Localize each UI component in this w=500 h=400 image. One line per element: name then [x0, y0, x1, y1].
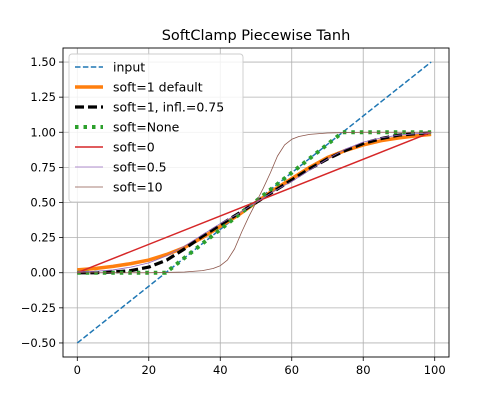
- x-tick-label: 40: [213, 363, 228, 377]
- legend-label: soft=0.5: [113, 160, 167, 175]
- y-tick-label: 1.25: [30, 90, 56, 104]
- legend-label: soft=0: [113, 140, 155, 155]
- legend: input soft=1 default soft=1, infl.=0.75 sof…: [69, 54, 243, 202]
- legend-label: soft=1, infl.=0.75: [113, 100, 224, 115]
- y-tick-label: −0.50: [21, 336, 56, 350]
- legend-label: soft=1 default: [113, 80, 203, 95]
- y-tick-label: 1.50: [30, 55, 56, 69]
- x-tick-label: 20: [141, 363, 156, 377]
- x-tick-label: 80: [356, 363, 371, 377]
- y-tick-label: 0.75: [30, 160, 56, 174]
- y-tick-label: 0.25: [30, 231, 56, 245]
- x-tick-label: 60: [284, 363, 299, 377]
- y-tick-label: 0.50: [30, 196, 56, 210]
- chart-title: SoftClamp Piecewise Tanh: [162, 28, 351, 44]
- x-tick-label: 0: [74, 363, 81, 377]
- legend-label: soft=None: [113, 120, 180, 135]
- legend-label: soft=10: [113, 180, 163, 195]
- y-tick-label: −0.25: [21, 301, 56, 315]
- x-tick-label: 100: [424, 363, 446, 377]
- y-tick-label: 1.00: [30, 125, 56, 139]
- legend-label: input: [113, 60, 145, 75]
- y-tick-label: 0.00: [30, 266, 56, 280]
